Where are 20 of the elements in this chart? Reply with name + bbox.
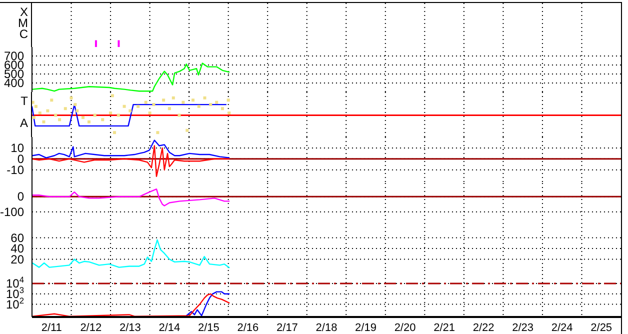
x-tick-label: 2/25 bbox=[590, 322, 612, 334]
x-tick-label: 2/20 bbox=[394, 322, 416, 334]
text: A bbox=[20, 116, 28, 130]
y-tick-label: -100 bbox=[0, 204, 24, 219]
x-tick-label: 2/21 bbox=[434, 322, 456, 334]
x-tick-label: 2/22 bbox=[472, 322, 494, 334]
x-tick-label: 2/16 bbox=[237, 322, 259, 334]
x-tick-label: 2/13 bbox=[119, 322, 141, 334]
x-tick-label: 2/19 bbox=[355, 322, 376, 334]
x-tick-label: 2/24 bbox=[551, 322, 573, 334]
x-tick-label: 2/23 bbox=[512, 322, 534, 334]
x-tick-label: 2/18 bbox=[316, 322, 338, 334]
x-tick-label: 2/11 bbox=[41, 322, 62, 334]
x-tick-label: 2/17 bbox=[276, 322, 298, 334]
text: T bbox=[20, 94, 28, 108]
y-tick-label: 0 bbox=[17, 190, 24, 204]
line-series bbox=[186, 291, 230, 316]
x-tick-label: 2/14 bbox=[158, 322, 180, 334]
x-tick-label: 2/15 bbox=[198, 322, 220, 334]
x-tick-label: 2/12 bbox=[80, 322, 102, 334]
